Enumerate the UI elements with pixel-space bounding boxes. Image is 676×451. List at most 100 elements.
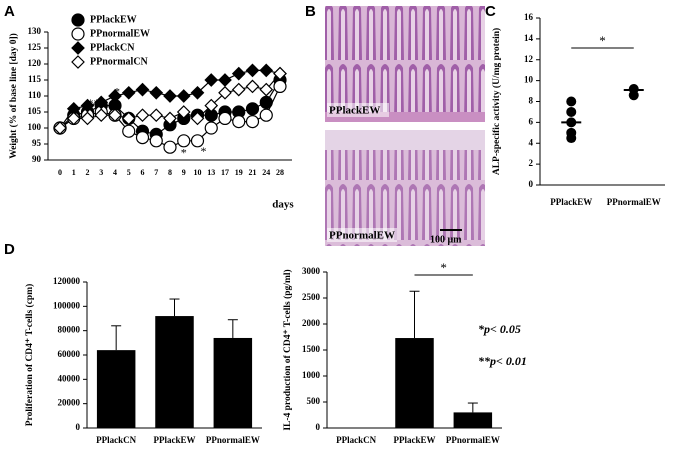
y-tick-label: 2500 — [302, 292, 321, 302]
annotation: * — [114, 85, 120, 99]
point — [566, 106, 577, 117]
marker — [176, 89, 191, 103]
marker — [149, 85, 164, 100]
note: *p< 0.05 — [478, 322, 521, 336]
marker — [190, 134, 205, 148]
marker — [121, 85, 136, 100]
bar — [96, 350, 136, 428]
x-tick-label: 19 — [235, 168, 243, 177]
y-tick-label: 0 — [76, 422, 81, 432]
legend-marker — [71, 41, 85, 55]
legend-marker — [71, 13, 85, 27]
marker — [53, 121, 67, 135]
bar — [453, 412, 493, 428]
marker — [273, 79, 287, 94]
y-tick-label: 110 — [28, 90, 42, 100]
image-label: PPlackEW — [329, 105, 380, 117]
y-tick-label: 60000 — [58, 349, 81, 359]
x-tick-label: 17 — [221, 168, 229, 177]
marker — [163, 111, 177, 126]
x-tick-label: 7 — [154, 168, 158, 177]
marker — [135, 108, 150, 123]
x-tick-label: PPlackEW — [154, 435, 196, 445]
panel-label: D — [4, 241, 15, 258]
y-tick-label: 80000 — [58, 325, 81, 335]
y-tick-label: 130 — [28, 26, 42, 36]
image-label: PPnormalEW — [329, 230, 395, 242]
y-tick-label: 1500 — [302, 344, 321, 354]
marker — [231, 82, 246, 97]
x-tick-label: 4 — [113, 168, 117, 177]
y-tick-label: 12 — [524, 54, 534, 64]
y-tick-label: 100000 — [53, 300, 81, 310]
point — [628, 90, 639, 101]
y-tick-label: 2 — [529, 158, 534, 168]
annotation: * — [201, 144, 207, 158]
y-tick-label: 8 — [529, 96, 534, 106]
annotation: * — [181, 145, 187, 159]
significance: * — [440, 260, 447, 275]
x-tick-label: 8 — [168, 168, 172, 177]
marker — [108, 108, 122, 123]
y-axis-label: Weight (% of base line [day 0]) — [8, 33, 19, 159]
marker — [245, 79, 260, 94]
bar — [395, 338, 434, 428]
marker — [135, 131, 150, 145]
y-axis-label: ALP-specific activity (U/mg protein) — [491, 28, 502, 175]
x-tick-label: PPnormalEW — [607, 197, 661, 207]
panel-label: C — [485, 3, 496, 20]
x-tick-label: 6 — [141, 168, 145, 177]
x-tick-label: 3 — [99, 168, 103, 177]
bar — [213, 337, 253, 428]
panel-label: B — [305, 3, 316, 20]
marker — [245, 114, 260, 129]
legend-label: PPnormalCN — [90, 56, 149, 67]
y-tick-label: 40000 — [58, 373, 81, 383]
x-tick-label: PPnormalEW — [446, 435, 500, 445]
point — [566, 96, 577, 107]
marker — [204, 73, 219, 87]
y-tick-label: 90 — [32, 154, 42, 164]
marker — [122, 124, 136, 138]
marker — [259, 63, 274, 78]
x-tick-label: PPlackCN — [336, 435, 376, 445]
marker — [80, 111, 95, 126]
legend-marker — [71, 55, 85, 69]
x-tick-label: 10 — [194, 168, 202, 177]
y-tick-label: 10 — [524, 75, 534, 85]
y-tick-label: 3000 — [302, 266, 321, 276]
point — [566, 133, 577, 144]
marker — [108, 89, 122, 103]
y-tick-label: 95 — [32, 138, 42, 148]
muscularis — [325, 112, 485, 122]
x-tick-label: 2 — [86, 168, 90, 177]
y-tick-label: 2000 — [302, 318, 321, 328]
marker — [218, 111, 232, 126]
panel-label: A — [4, 3, 15, 20]
marker — [218, 73, 232, 87]
marker — [259, 82, 274, 97]
legend-label: PPnormalEW — [90, 28, 150, 39]
marker — [204, 121, 218, 135]
y-tick-label: 115 — [28, 74, 42, 84]
micrograph — [325, 6, 485, 122]
marker — [121, 111, 136, 126]
x-tick-label: PPlackEW — [394, 435, 436, 445]
x-tick-label: 13 — [207, 168, 215, 177]
y-tick-label: 20000 — [58, 398, 81, 408]
histology: PPlackEW PPnormalEW 100 μm — [325, 6, 485, 246]
legend-label: PPlackEW — [90, 14, 137, 25]
x-tick-label: 0 — [58, 168, 62, 177]
x-axis-label: days — [272, 199, 294, 211]
y-tick-label: 500 — [307, 396, 321, 406]
x-tick-label: 24 — [262, 168, 270, 177]
x-tick-label: 5 — [127, 168, 131, 177]
label-bg — [327, 228, 397, 242]
y-tick-label: 0 — [316, 422, 321, 432]
y-tick-label: 1000 — [302, 370, 321, 380]
y-tick-label: 4 — [529, 137, 534, 147]
annotation: ** — [88, 96, 100, 110]
note: **p< 0.01 — [478, 354, 527, 368]
marker — [190, 85, 205, 100]
